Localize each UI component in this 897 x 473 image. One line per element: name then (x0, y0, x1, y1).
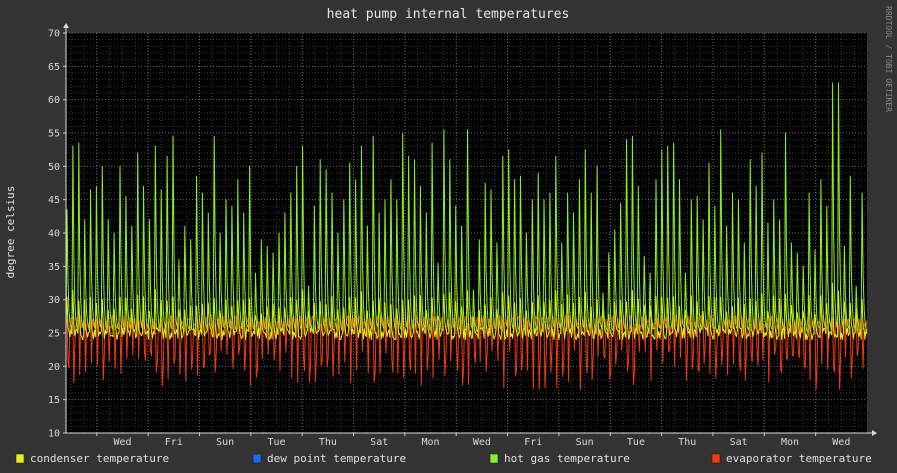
legend-label: condenser temperature (30, 452, 169, 465)
x-axis-arrow (872, 430, 877, 436)
x-tick-label: Mon (781, 437, 799, 448)
y-axis-arrow (63, 23, 69, 28)
legend-swatch (711, 453, 721, 464)
y-tick-label: 25 (48, 329, 60, 340)
legend-swatch (15, 453, 25, 464)
y-tick-label: 20 (48, 362, 60, 373)
legend-swatch (489, 453, 499, 464)
legend-label: dew point temperature (267, 452, 406, 465)
legend-label: evaporator temperature (726, 452, 872, 465)
y-tick-label: 70 (48, 29, 60, 40)
legend-label: hot gas temperature (504, 452, 630, 465)
x-tick-label: Mon (422, 437, 440, 448)
y-tick-label: 50 (48, 162, 60, 173)
x-tick-label: Wed (113, 437, 131, 448)
x-tick-label: Sun (216, 437, 234, 448)
x-tick-labels: Wed Fri Sun Tue Thu Sat Mon Wed Fri Sun Tue Thu Sat M… (96, 433, 850, 448)
y-tick-label: 15 (48, 395, 60, 406)
y-tick-label: 60 (48, 95, 60, 106)
x-tick-label: Fri (524, 437, 542, 448)
y-tick-label: 55 (48, 129, 60, 140)
y-tick-label: 35 (48, 262, 60, 273)
x-tick-label: Thu (678, 437, 696, 448)
y-tick-label: 45 (48, 195, 60, 206)
y-tick-label: 10 (48, 429, 60, 440)
series-hot-gas-line (65, 82, 868, 334)
y-tick-label: 40 (48, 229, 60, 240)
y-tick-label: 30 (48, 295, 60, 306)
x-tick-label: Fri (165, 437, 183, 448)
x-tick-label: Wed (473, 437, 491, 448)
x-tick-label: Thu (319, 437, 337, 448)
x-tick-label: Sat (370, 437, 388, 448)
x-tick-label: Tue (627, 437, 645, 448)
y-axis-label: degree celsius (4, 186, 17, 279)
y-tick-label: 65 (48, 62, 60, 73)
x-tick-label: Sun (576, 437, 594, 448)
axes (63, 23, 877, 436)
chart-title: heat pump internal temperatures (327, 7, 570, 22)
x-tick-label: Wed (832, 437, 850, 448)
legend: condenser temperature dew point temperatu… (15, 452, 872, 465)
watermark: RRDTOOL / TOBI OETIKER (884, 6, 893, 112)
major-grid (66, 32, 867, 434)
y-tick-labels: 10 15 20 25 30 35 40 45 50 55 60 65 70 (48, 29, 66, 440)
x-tick-label: Sat (730, 437, 748, 448)
legend-swatch (252, 453, 262, 464)
series-layer (65, 82, 868, 391)
x-tick-label: Tue (267, 437, 285, 448)
